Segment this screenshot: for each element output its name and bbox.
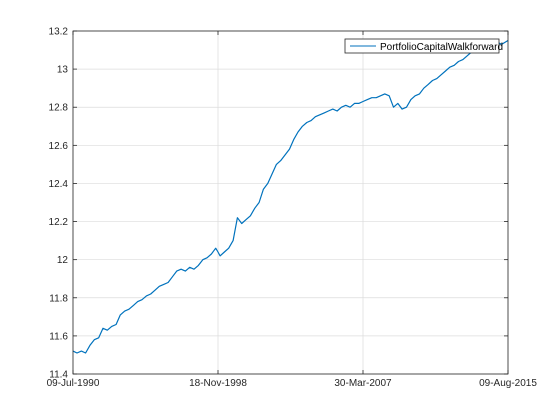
legend-box <box>344 38 500 54</box>
y-tick-labels: 11.4 11.6 11.8 12 12.2 12.4 12.6 12.8 13 13.2 <box>49 27 69 381</box>
y-tick-label: 13 <box>57 65 69 76</box>
y-tick-label: 13.2 <box>49 27 69 38</box>
plot-frame <box>72 30 509 375</box>
y-tick-label: 11.8 <box>49 293 68 304</box>
x-tick-label: 30-Mar-2007 <box>334 378 392 389</box>
series-layer <box>72 39 509 354</box>
y-tick-label: 12.8 <box>49 103 69 114</box>
y-tick-label: 11.4 <box>49 370 68 381</box>
x-tick-labels: 09-Jul-1990 18-Nov-1998 30-Mar-2007 09-Aug-… <box>47 378 538 389</box>
legend-entry-label: PortfolioCapitalWalkforward <box>380 42 503 53</box>
x-tick-label: 09-Aug-2015 <box>479 378 537 389</box>
x-tick-label: 09-Jul-1990 <box>47 378 100 389</box>
y-tick-label: 12.4 <box>49 179 69 190</box>
y-tick-label: 12 <box>57 255 69 266</box>
series-line-0 <box>72 39 509 354</box>
x-tick-label: 18-Nov-1998 <box>189 378 247 389</box>
axis-ticks <box>72 30 509 375</box>
y-tick-label: 12.2 <box>49 217 69 228</box>
plot-area <box>73 31 508 374</box>
legend: PortfolioCapitalWalkforward <box>344 38 503 54</box>
y-tick-label: 11.6 <box>49 331 68 342</box>
y-tick-label: 12.6 <box>49 141 69 152</box>
